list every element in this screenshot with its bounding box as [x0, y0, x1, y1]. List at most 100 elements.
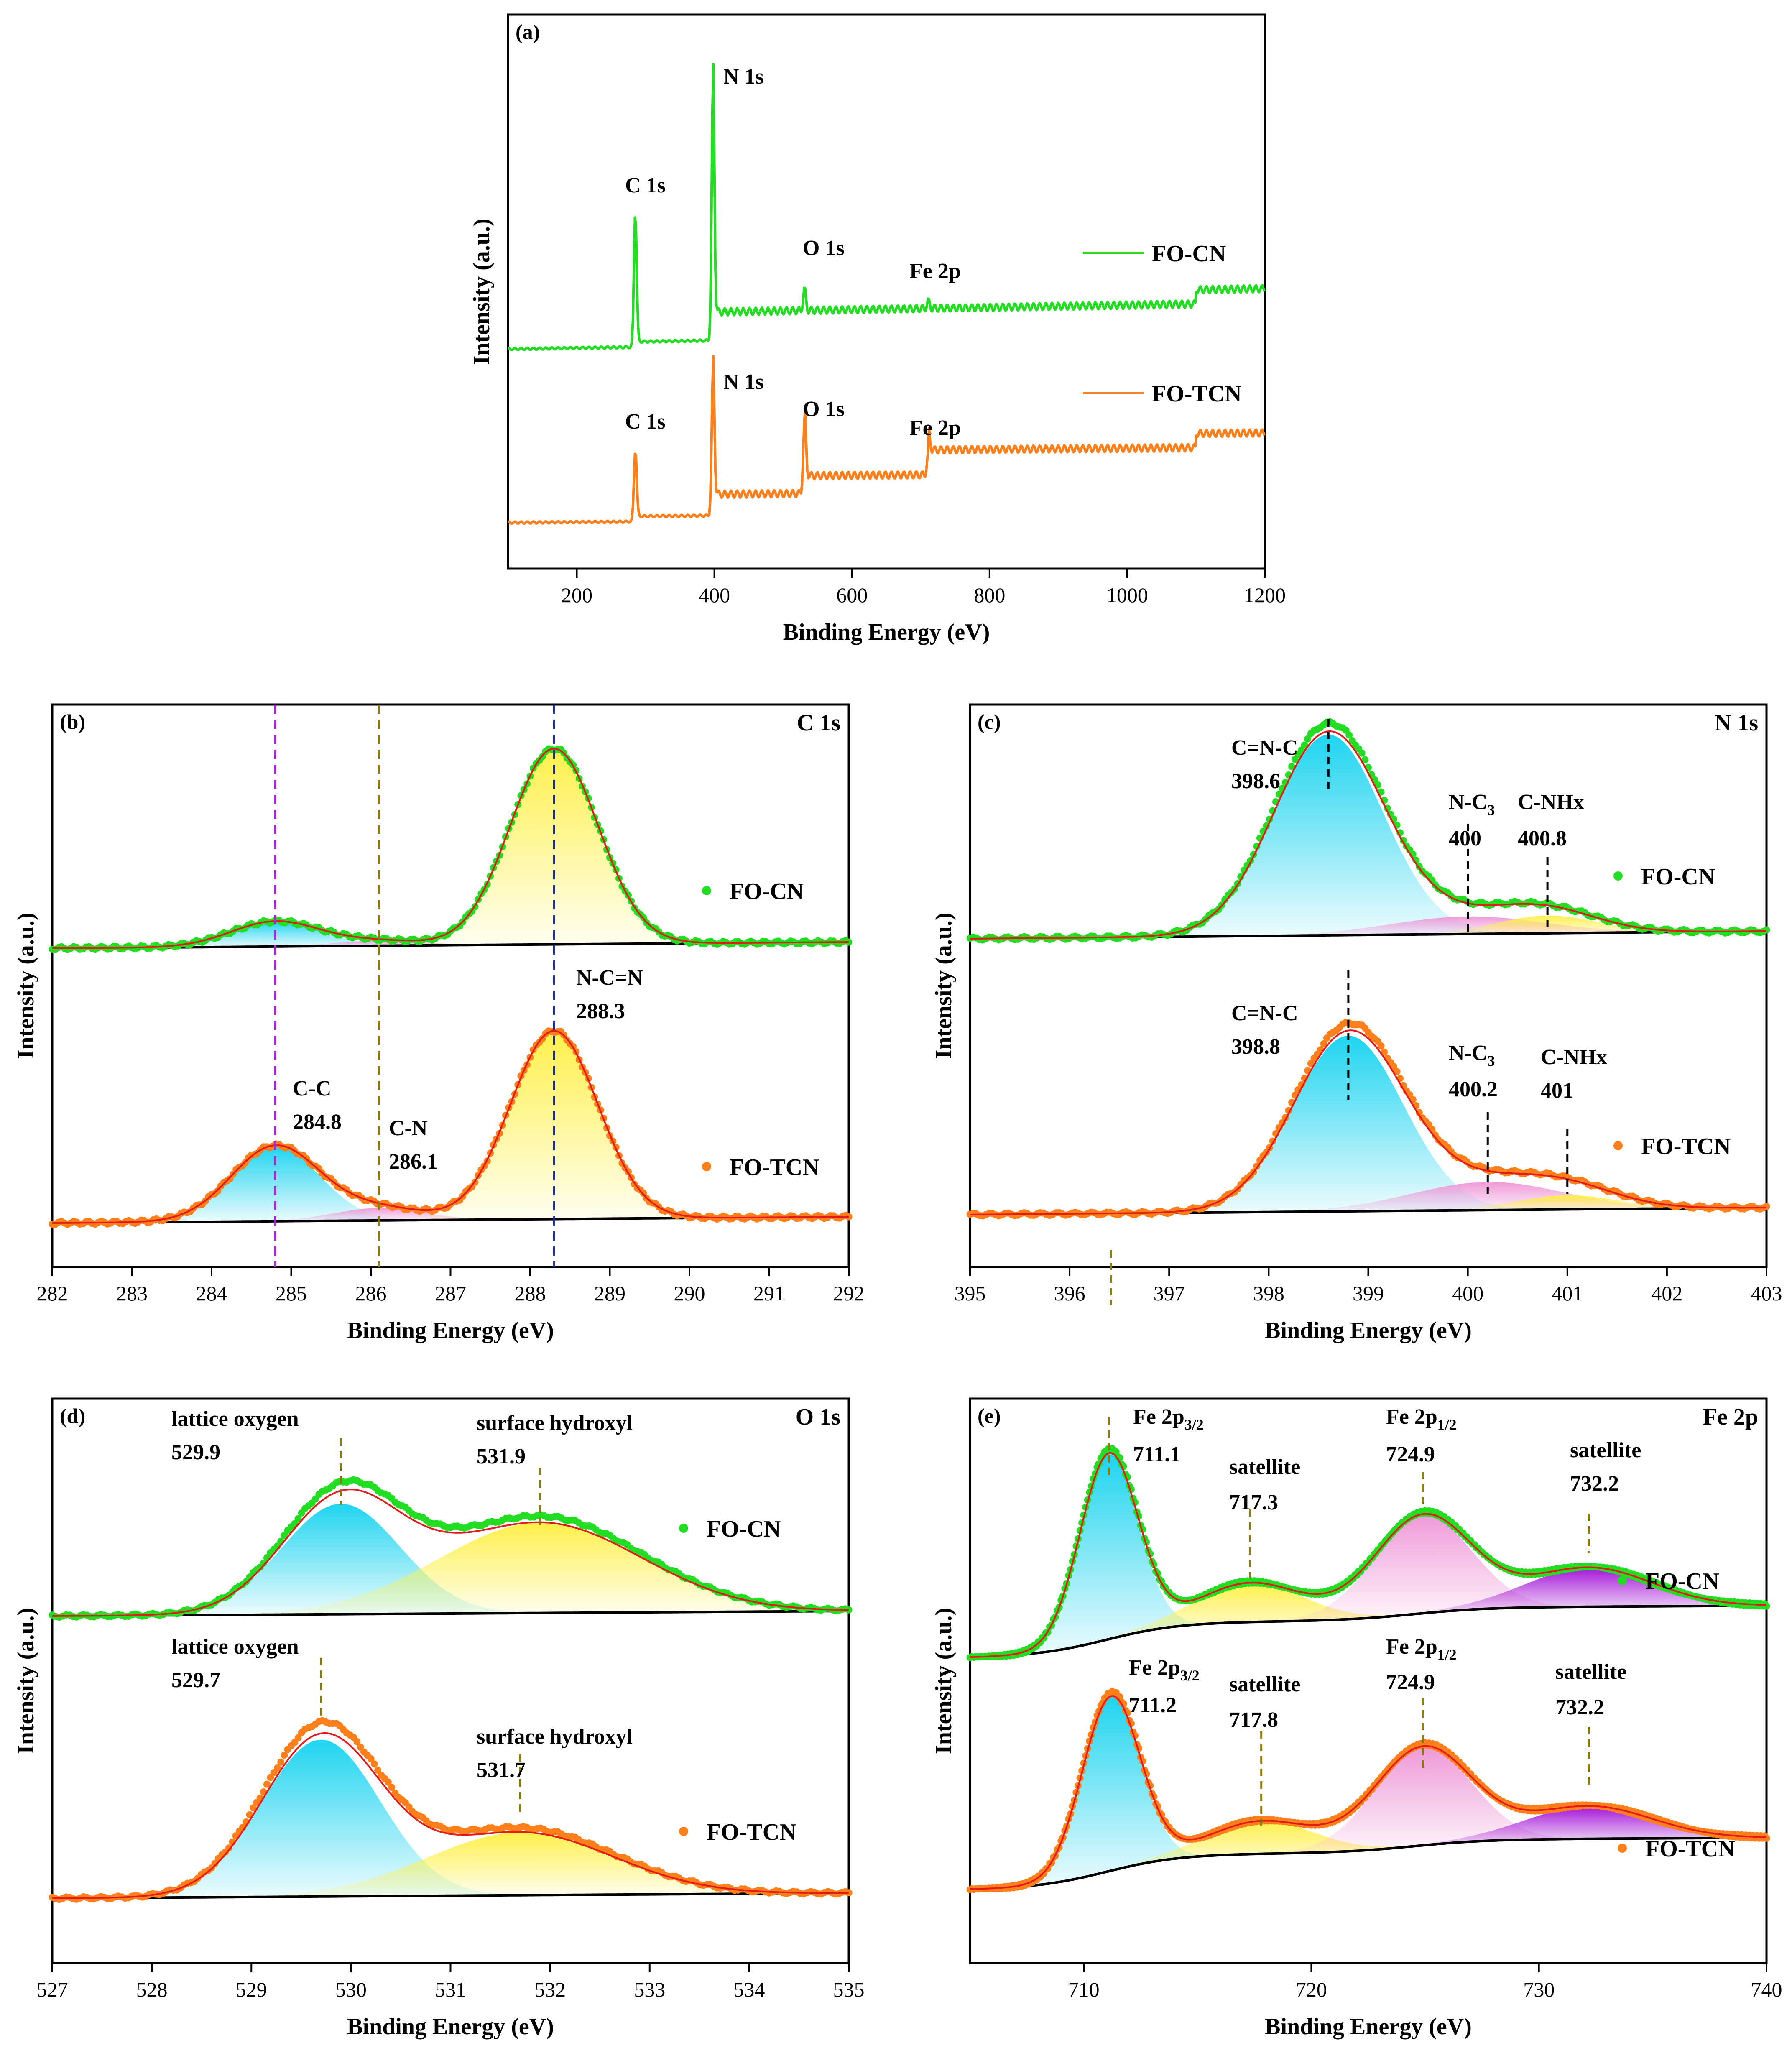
data-point [281, 1752, 288, 1759]
legend-marker [1613, 871, 1623, 881]
panel-c: 395 396 397 398 399 400 401 402 403 Binding Energ… [931, 703, 1782, 1343]
x-tick-label: 396 [1054, 1282, 1085, 1305]
panel-e: 710 720 730 740 Binding Energy (eV) Intensity… [931, 1250, 1782, 2040]
peak-label: satellite [1229, 1673, 1300, 1696]
peak-label: Fe 2p3/2 [1133, 1405, 1204, 1433]
x-tick-label: 291 [753, 1282, 785, 1305]
data-point [1345, 731, 1353, 739]
peak-label: 288.3 [576, 999, 625, 1023]
peak-label: 529.7 [171, 1668, 220, 1692]
peak-label: N-C3 [1449, 790, 1495, 818]
x-tick-label: 283 [116, 1282, 148, 1305]
fit-component [1139, 734, 1518, 937]
peak-label: C=N-C [1231, 736, 1298, 760]
panel-a: 200 400 600 800 1000 1200 Binding Energy (eV) I… [469, 13, 1286, 645]
spectrum-fo-tcn: FO-TCN [966, 1688, 1770, 1893]
peak-label: O 1s [803, 397, 845, 421]
x-tick-label: 1200 [1244, 583, 1286, 607]
x-tick-label: 528 [136, 1978, 168, 2001]
legend-label: FO-TCN [730, 1154, 819, 1180]
legend-marker [1618, 1576, 1627, 1585]
peak-label: 724.9 [1386, 1670, 1435, 1694]
x-tick-label: 533 [634, 1978, 665, 2001]
data-point [281, 1532, 288, 1539]
peak-label: Fe 2p [909, 259, 961, 283]
panel-label: (d) [60, 1404, 85, 1427]
x-tick-label: 290 [674, 1282, 705, 1305]
peak-label: 400 [1449, 827, 1481, 850]
panel-label: (c) [978, 710, 1001, 733]
x-axis-title: Binding Energy (eV) [783, 619, 990, 645]
peak-label: N-C3 [1449, 1041, 1495, 1069]
data-point [1291, 756, 1299, 763]
peak-label: 398.8 [1231, 1035, 1280, 1059]
x-axis-title: Binding Energy (eV) [1265, 1318, 1472, 1343]
peak-label: satellite [1555, 1660, 1626, 1684]
peak-label: 400.2 [1449, 1078, 1498, 1101]
peak-label: C=N-C [1231, 1001, 1298, 1025]
peak-label: 711.1 [1133, 1443, 1181, 1466]
peak-label: Fe 2p3/2 [1129, 1656, 1200, 1684]
fit-envelope [970, 1029, 1766, 1215]
x-tick-label: 285 [276, 1282, 307, 1305]
x-tick-label: 1000 [1106, 583, 1148, 607]
peak-label: N 1s [723, 65, 764, 89]
data-point [1763, 1834, 1770, 1842]
data-point [1358, 749, 1366, 757]
x-tick-label: 397 [1154, 1282, 1185, 1305]
peak-label: lattice oxygen [171, 1635, 299, 1659]
peak-label: surface hydroxyl [477, 1725, 633, 1749]
data-point [1763, 1602, 1770, 1610]
panel-d: 527 528 529 530 531 532 533 534 535 Binding Energ… [13, 1397, 865, 2040]
panel-title: O 1s [796, 1404, 840, 1430]
panel-b: 282 283 284 285 286 287 288 289 290 291 292 Binding… [13, 703, 865, 1343]
x-tick-label: 287 [435, 1282, 466, 1305]
peak-label: C-NHx [1541, 1045, 1607, 1069]
spectrum-fo-cn: FO-CN [966, 1445, 1770, 1661]
peak-label: 529.9 [171, 1440, 220, 1464]
peak-label: C-NHx [1518, 790, 1584, 814]
panel-title: C 1s [797, 710, 840, 736]
data-point [1377, 1042, 1385, 1049]
peak-label: Fe 2p1/2 [1386, 1635, 1457, 1663]
data-point [388, 1784, 396, 1791]
x-tick-label: 720 [1296, 1978, 1327, 2001]
legend-marker [702, 1162, 711, 1171]
peak-label: 398.6 [1231, 769, 1280, 793]
spectrum-fo-tcn: FO-TCN [49, 1027, 853, 1228]
data-point [1763, 926, 1770, 934]
fit-component [207, 1522, 849, 1615]
x-tick-label: 740 [1751, 1978, 1782, 2001]
peak-label: N 1s [723, 370, 764, 394]
x-tick-label: 527 [37, 1978, 68, 2001]
peak-label: C-C [293, 1077, 331, 1101]
legend-label: FO-TCN [707, 1819, 796, 1845]
spectrum-fo-tcn: FO-TCN [49, 1717, 853, 1903]
x-tick-label: 400 [1452, 1282, 1483, 1305]
spectrum-fo-cn: FO-CN [49, 745, 853, 953]
y-axis-title: Intensity (a.u.) [931, 1608, 957, 1754]
series-line-fo-cn [508, 63, 1266, 352]
peak-label: C 1s [625, 410, 666, 434]
plot-frame [51, 703, 850, 1268]
panel-title: Fe 2p [1703, 1404, 1758, 1430]
data-point [1763, 1203, 1770, 1210]
legend-label: FO-TCN [1645, 1836, 1735, 1862]
data-point [370, 1760, 378, 1768]
x-tick-label: 800 [974, 583, 1005, 607]
panel-label: (a) [516, 20, 540, 43]
x-tick-label: 730 [1523, 1978, 1555, 2001]
fit-component [403, 1031, 706, 1221]
data-point [263, 1780, 271, 1788]
peak-label: 284.8 [293, 1110, 342, 1134]
spectrum-fo-tcn: FO-TCN [966, 1019, 1770, 1220]
plot-frame [507, 13, 1266, 570]
legend-label: FO-CN [1645, 1568, 1719, 1594]
spectrum-fo-cn: FO-CN [49, 1476, 853, 1621]
x-axis-title: Binding Energy (eV) [347, 2014, 554, 2040]
baseline [52, 1610, 849, 1617]
data-point [277, 1758, 285, 1766]
x-tick-label: 292 [833, 1282, 865, 1305]
legend-label: FO-CN [1641, 864, 1715, 890]
